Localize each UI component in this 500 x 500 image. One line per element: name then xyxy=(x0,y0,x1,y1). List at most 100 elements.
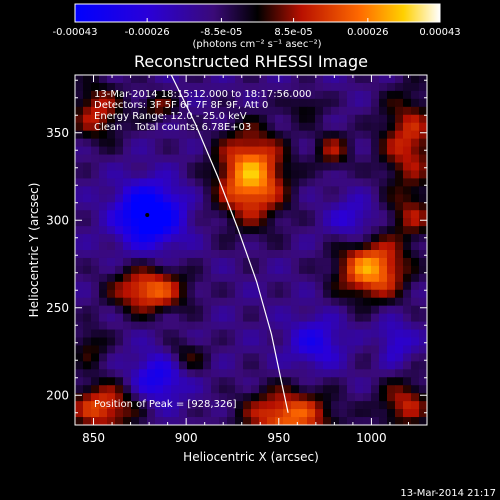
heatmap-cell xyxy=(387,162,396,172)
heatmap-cell xyxy=(315,234,324,243)
heatmap-cell xyxy=(243,170,252,179)
heatmap-cell xyxy=(283,329,292,339)
heatmap-cell xyxy=(291,393,300,402)
heatmap-cell xyxy=(307,122,316,132)
heatmap-cell xyxy=(403,353,412,362)
heatmap-cell xyxy=(251,138,260,148)
heatmap-cell xyxy=(283,210,292,219)
heatmap-cell xyxy=(123,218,132,227)
heatmap-cell xyxy=(147,130,156,140)
heatmap-cell xyxy=(83,98,92,108)
heatmap-cell xyxy=(275,337,284,347)
heatmap-cell xyxy=(227,313,236,323)
heatmap-cell xyxy=(171,114,180,124)
heatmap-cell xyxy=(259,98,268,108)
heatmap-cell xyxy=(275,178,284,187)
heatmap-cell xyxy=(83,106,92,116)
heatmap-cell xyxy=(299,250,308,259)
heatmap-cell xyxy=(387,114,396,124)
heatmap-cell xyxy=(283,75,292,84)
heatmap-cell xyxy=(291,361,300,370)
heatmap-cell xyxy=(387,305,396,315)
heatmap-cell xyxy=(251,329,260,339)
heatmap-cell xyxy=(331,202,340,211)
heatmap-cell xyxy=(315,98,324,108)
heatmap-cell xyxy=(235,162,244,172)
heatmap-cell xyxy=(307,98,316,108)
heatmap-cell xyxy=(299,305,308,315)
heatmap-cell xyxy=(355,329,364,339)
heatmap-cell xyxy=(219,210,228,219)
heatmap-cell xyxy=(195,393,204,402)
heatmap-cell xyxy=(107,313,116,323)
heatmap-cell xyxy=(179,138,188,148)
heatmap-cell xyxy=(291,202,300,211)
heatmap-cell xyxy=(283,138,292,148)
heatmap-cell xyxy=(171,257,180,267)
heatmap-cell xyxy=(419,313,427,323)
heatmap-cell xyxy=(91,138,100,148)
heatmap-cell xyxy=(267,353,276,362)
heatmap-cell xyxy=(267,90,276,100)
heatmap-cell xyxy=(259,82,268,92)
heatmap-cell xyxy=(339,170,348,179)
heatmap-cell xyxy=(395,281,404,291)
heatmap-cell xyxy=(315,122,324,132)
heatmap-cell xyxy=(259,265,268,275)
heatmap-cell xyxy=(139,146,148,156)
heatmap-cell xyxy=(323,75,332,84)
heatmap-cell xyxy=(259,170,268,179)
heatmap-cell xyxy=(123,329,132,339)
heatmap-cell xyxy=(363,289,372,299)
heatmap-cell xyxy=(187,385,196,394)
heatmap-cell xyxy=(99,417,108,425)
heatmap-cell xyxy=(203,82,212,92)
heatmap-cell xyxy=(355,170,364,179)
heatmap-cell xyxy=(179,361,188,370)
heatmap-cell xyxy=(307,313,316,323)
heatmap-cell xyxy=(395,226,404,235)
heatmap-cell xyxy=(235,170,244,179)
heatmap-cell xyxy=(291,106,300,116)
heatmap-cell xyxy=(163,361,172,370)
heatmap-cell xyxy=(219,305,228,315)
heatmap-cell xyxy=(99,226,108,235)
heatmap-cell xyxy=(339,257,348,267)
heatmap-cell xyxy=(155,154,164,164)
heatmap-cell xyxy=(315,210,324,219)
heatmap-cell xyxy=(395,289,404,299)
heatmap-cell xyxy=(315,194,324,203)
heatmap-cell xyxy=(371,90,380,100)
heatmap-cell xyxy=(107,226,116,235)
heatmap-cell xyxy=(307,162,316,172)
heatmap-cell xyxy=(107,82,116,92)
heatmap-cell xyxy=(363,162,372,172)
heatmap-cell xyxy=(291,369,300,378)
heatmap-cell xyxy=(187,122,196,132)
heatmap-cell xyxy=(291,289,300,299)
heatmap-cell xyxy=(83,265,92,275)
heatmap-cell xyxy=(411,106,420,116)
heatmap-cell xyxy=(203,257,212,267)
heatmap-cell xyxy=(115,242,124,251)
heatmap-cell xyxy=(275,146,284,156)
heatmap-cell xyxy=(387,417,396,425)
heatmap-cell xyxy=(323,82,332,92)
heatmap-cell xyxy=(403,218,412,227)
heatmap-cell xyxy=(387,265,396,275)
heatmap-cell xyxy=(139,75,148,84)
heatmap-cell xyxy=(387,409,396,418)
heatmap-cell xyxy=(107,297,116,307)
heatmap-cell xyxy=(251,210,260,219)
heatmap-cell xyxy=(115,146,124,156)
heatmap-cell xyxy=(227,75,236,84)
heatmap-cell xyxy=(139,82,148,92)
heatmap-cell xyxy=(171,281,180,291)
heatmap-cell xyxy=(123,122,132,132)
heatmap-cell xyxy=(267,114,276,124)
heatmap-cell xyxy=(371,130,380,140)
heatmap-cell xyxy=(219,170,228,179)
heatmap-cell xyxy=(75,146,84,156)
heatmap-cell xyxy=(395,393,404,402)
